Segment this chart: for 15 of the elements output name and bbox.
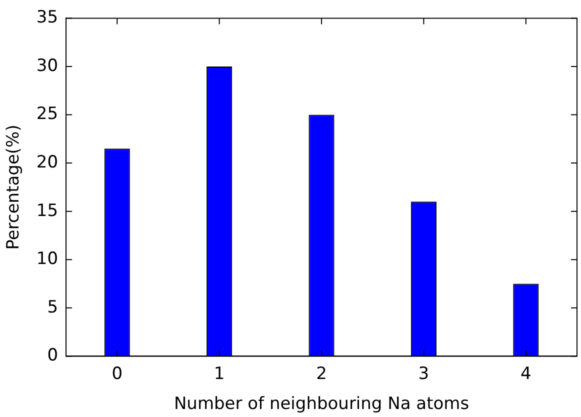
x-tick-label: 1 bbox=[214, 364, 225, 384]
y-tick-label: 0 bbox=[47, 346, 58, 366]
x-tick-label: 3 bbox=[418, 364, 430, 384]
y-tick-label: 10 bbox=[36, 249, 58, 270]
y-tick-label: 30 bbox=[36, 56, 58, 76]
y-tick-label: 5 bbox=[47, 297, 58, 318]
x-tick-label: 0 bbox=[112, 364, 123, 384]
y-tick-label: 20 bbox=[36, 152, 58, 172]
x-tick-label: 2 bbox=[316, 364, 327, 384]
x-tick-label: 4 bbox=[520, 364, 532, 384]
y-tick-label: 35 bbox=[36, 8, 58, 28]
x-axis-title: Number of neighbouring Na atoms bbox=[174, 394, 470, 414]
y-axis-title: Percentage(%) bbox=[4, 124, 24, 250]
y-tick-label: 15 bbox=[36, 200, 58, 221]
y-tick-label: 25 bbox=[36, 104, 58, 124]
